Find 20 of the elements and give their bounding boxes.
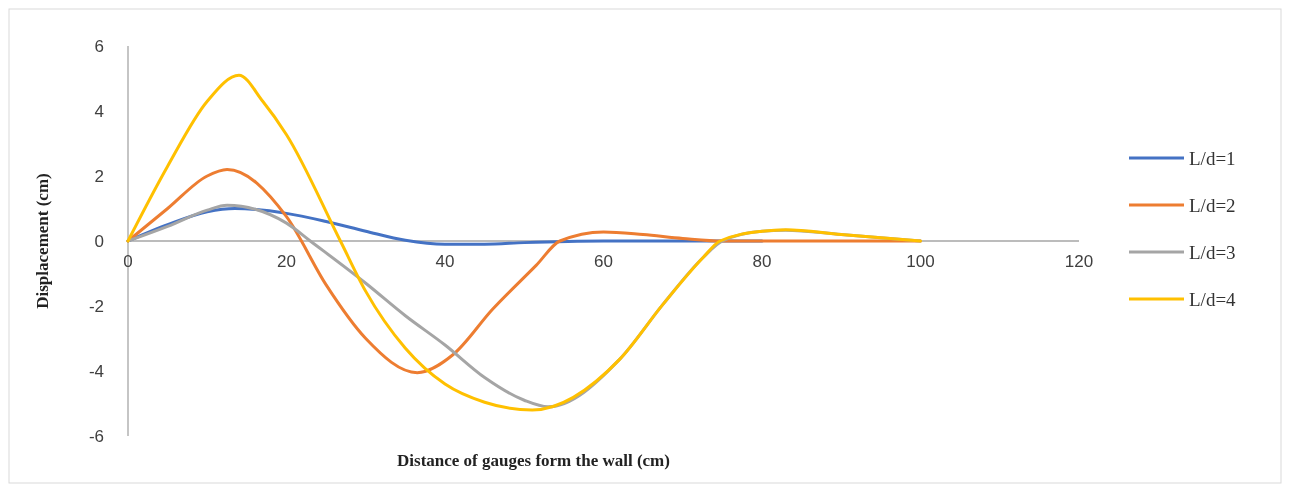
x-tick-label: 80 [752,252,772,271]
y-tick-label: -6 [88,427,104,446]
x-tick-label: 0 [123,252,133,271]
x-tick-label: 100 [906,252,935,271]
x-tick-label: 120 [1064,252,1094,271]
y-tick-label: 0 [94,232,104,251]
y-tick-label: -4 [88,362,104,381]
x-tick-label: 20 [277,252,296,271]
y-tick-label: 6 [94,37,104,56]
y-tick-label: 4 [94,102,104,121]
legend-label: L/d=2 [1189,195,1236,216]
legend-label: L/d=4 [1189,289,1237,310]
y-tick-label: 2 [94,167,104,186]
legend-label: L/d=3 [1189,242,1236,263]
y-axis-title: Displacement (cm) [33,173,52,309]
x-axis-title: Distance of gauges form the wall (cm) [397,451,670,470]
y-tick-label: -2 [88,297,104,316]
x-tick-label: 40 [435,252,455,271]
x-tick-label: 60 [594,252,613,271]
legend-label: L/d=1 [1189,148,1236,169]
